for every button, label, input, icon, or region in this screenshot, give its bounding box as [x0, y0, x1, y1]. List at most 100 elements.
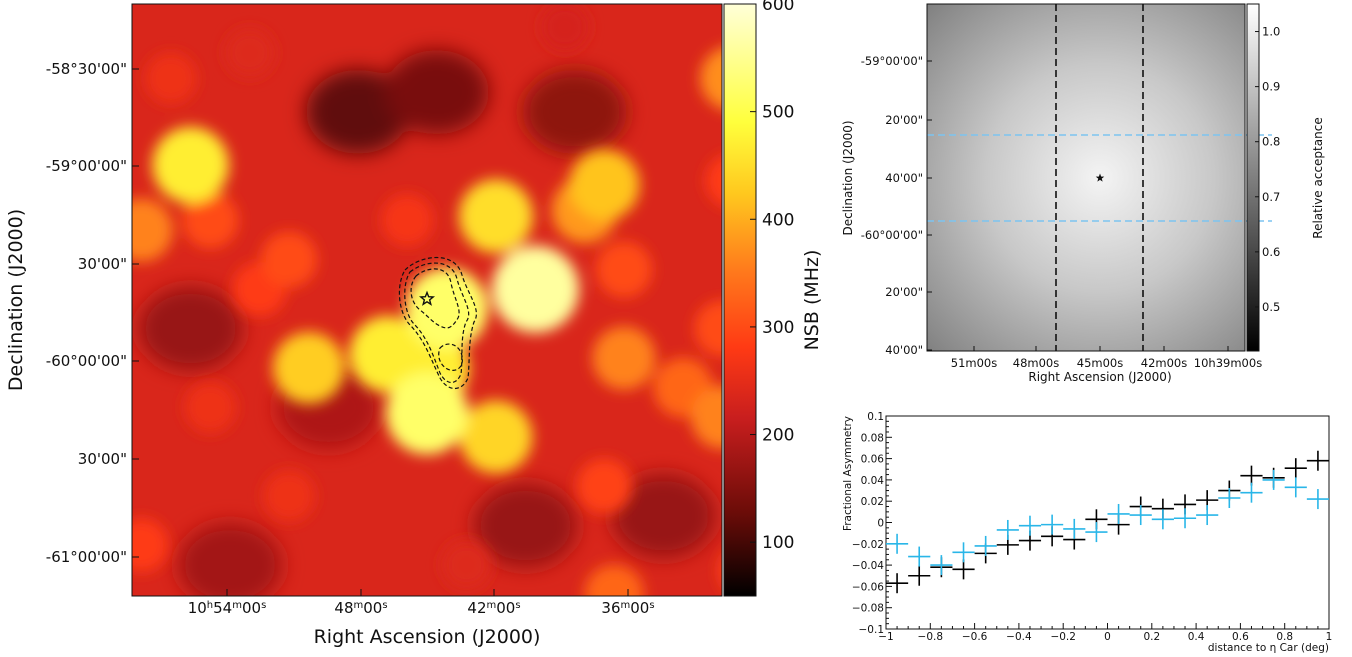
- data-point: [1262, 469, 1285, 490]
- colorbar-tick-label: 400: [762, 210, 794, 230]
- nsb-blob: [596, 241, 652, 298]
- data-point: [1107, 503, 1130, 524]
- star-icon: [1095, 173, 1105, 182]
- acceptance-colorbar: 1.0 0.9 0.8 0.7 0.6 0.5: [1246, 3, 1280, 352]
- x-tick-label: 48m00s: [334, 599, 387, 617]
- nsb-blob: [225, 28, 275, 78]
- y-tick-label: −0.04: [852, 560, 884, 572]
- x-tick-label: −1: [878, 631, 893, 643]
- x-tick-label: 0.2: [1143, 631, 1160, 643]
- nsb-blob: [491, 245, 579, 333]
- x-tick-label: 10h54m00s: [188, 599, 267, 617]
- x-tick-label: 45m00s: [1077, 356, 1123, 370]
- nsb-valley: [306, 69, 411, 154]
- data-point: [930, 555, 953, 576]
- nsb-blob: [705, 156, 722, 206]
- y-tick-label: -60°00'00": [46, 352, 127, 370]
- data-point: [908, 546, 931, 567]
- nsb-heatmap: [35, 4, 722, 596]
- nsb-blob: [569, 149, 640, 220]
- data-point: [1063, 518, 1086, 539]
- y-tick-label: 40'00": [885, 343, 923, 357]
- nsb-map-panel: 10h54m00s 48m00s 42m00s 36m00s -58°30'00"-5…: [5, 0, 823, 648]
- nsb-valley: [522, 69, 627, 154]
- colorbar-gradient: [724, 4, 756, 596]
- nsb-valley: [138, 286, 243, 371]
- y-tick-label: −0.06: [852, 581, 884, 593]
- nsb-colorbar: 600 500 400 300 200 100: [723, 0, 794, 597]
- data-point: [1151, 509, 1174, 530]
- asymmetry-panel: −1 −0.8 −0.6 −0.4 −0.2 0 0.2 0.4 0.6 0.8 1 0.1 0.08 0…: [842, 411, 1332, 654]
- x-tick-label: 10h39m00s: [1194, 356, 1262, 370]
- data-point: [886, 533, 909, 554]
- nsb-blob: [459, 400, 533, 474]
- colorbar-tick-label: 600: [762, 0, 794, 15]
- star-icon: [418, 290, 436, 306]
- x-tick-label: −0.8: [918, 631, 944, 643]
- y-tick-label: 0.1: [867, 411, 884, 423]
- nsb-blob: [132, 518, 169, 573]
- x-tick-label: −0.4: [1006, 631, 1032, 643]
- data-point: [1284, 477, 1307, 498]
- colorbar-frame: [723, 3, 757, 597]
- y-tick-label: 30'00": [78, 255, 127, 273]
- nsb-blob: [261, 231, 318, 288]
- nsb-blob: [35, 468, 91, 524]
- acceptance-x-ticks: 51m00s 48m00s 45m00s 42m00s 10h39m00s: [951, 346, 1262, 370]
- data-point: [908, 565, 931, 586]
- nsb-blob: [690, 385, 722, 449]
- nsb-blob: [132, 198, 173, 262]
- data-point: [1041, 514, 1064, 535]
- data-point: [1218, 488, 1241, 509]
- nsb-map-x-axis-title: Right Ascension (J2000): [314, 626, 541, 648]
- y-tick-label: -58°30'00": [46, 60, 127, 78]
- nsb-blob: [700, 47, 722, 109]
- x-tick-label: −0.6: [962, 631, 988, 643]
- data-point: [1306, 450, 1329, 471]
- nsb-map-y-ticks: -58°30'00" -59°00'00" 30'00" -60°00'00" 30'0…: [46, 60, 139, 566]
- nsb-blob: [381, 194, 434, 247]
- y-tick-label: 0: [877, 518, 884, 530]
- acceptance-region-lines: [927, 4, 1272, 351]
- x-tick-label: 42m00s: [467, 599, 520, 617]
- data-point: [1240, 482, 1263, 503]
- acceptance-y-ticks: -59°00'00" 20'00" 40'00" -60°00'00" 20'00" 40…: [861, 54, 932, 357]
- y-tick-label: -60°00'00": [861, 228, 923, 242]
- data-point: [974, 535, 997, 556]
- data-point: [1085, 522, 1108, 543]
- y-tick-label: −0.1: [859, 624, 885, 636]
- y-tick-label: −0.02: [852, 539, 884, 551]
- eta-car-star-marker: [418, 290, 436, 306]
- data-point: [1306, 489, 1329, 510]
- asymmetry-y-axis-title: Fractional Asymmetry: [842, 416, 854, 531]
- y-tick-label: 0.08: [861, 432, 884, 444]
- nsb-blob: [152, 126, 229, 204]
- colorbar-gradient: [1247, 4, 1259, 351]
- nsb-valley: [178, 522, 282, 596]
- x-tick-label: 1: [1326, 631, 1333, 643]
- colorbar-tick-label: 100: [762, 533, 794, 553]
- data-point: [1240, 465, 1263, 486]
- y-tick-label: -61°00'00": [46, 548, 127, 566]
- nsb-blob: [442, 540, 491, 590]
- nsb-blob: [182, 192, 239, 249]
- data-point: [1018, 515, 1042, 536]
- asymmetry-axes: −1 −0.8 −0.6 −0.4 −0.2 0 0.2 0.4 0.6 0.8 1 0.1 0.08 0…: [852, 411, 1333, 643]
- colorbar-frame: [1246, 3, 1260, 352]
- nsb-blob: [718, 557, 722, 584]
- nsb-blob: [56, 92, 116, 152]
- nsb-valley: [611, 473, 716, 558]
- y-tick-label: −0.08: [852, 603, 884, 615]
- nsb-valley: [473, 483, 578, 568]
- data-point: [996, 519, 1019, 540]
- y-tick-label: 20'00": [885, 113, 923, 127]
- x-tick-label: 48m00s: [1013, 356, 1059, 370]
- colorbar-tick-label: 0.7: [1262, 190, 1280, 204]
- nsb-blob: [541, 4, 589, 51]
- colorbar-tick-label: 0.9: [1262, 80, 1280, 94]
- data-point: [1196, 505, 1219, 526]
- nsb-blobs: [35, 4, 722, 596]
- x-tick-label: 51m00s: [951, 356, 997, 370]
- data-point: [952, 559, 975, 580]
